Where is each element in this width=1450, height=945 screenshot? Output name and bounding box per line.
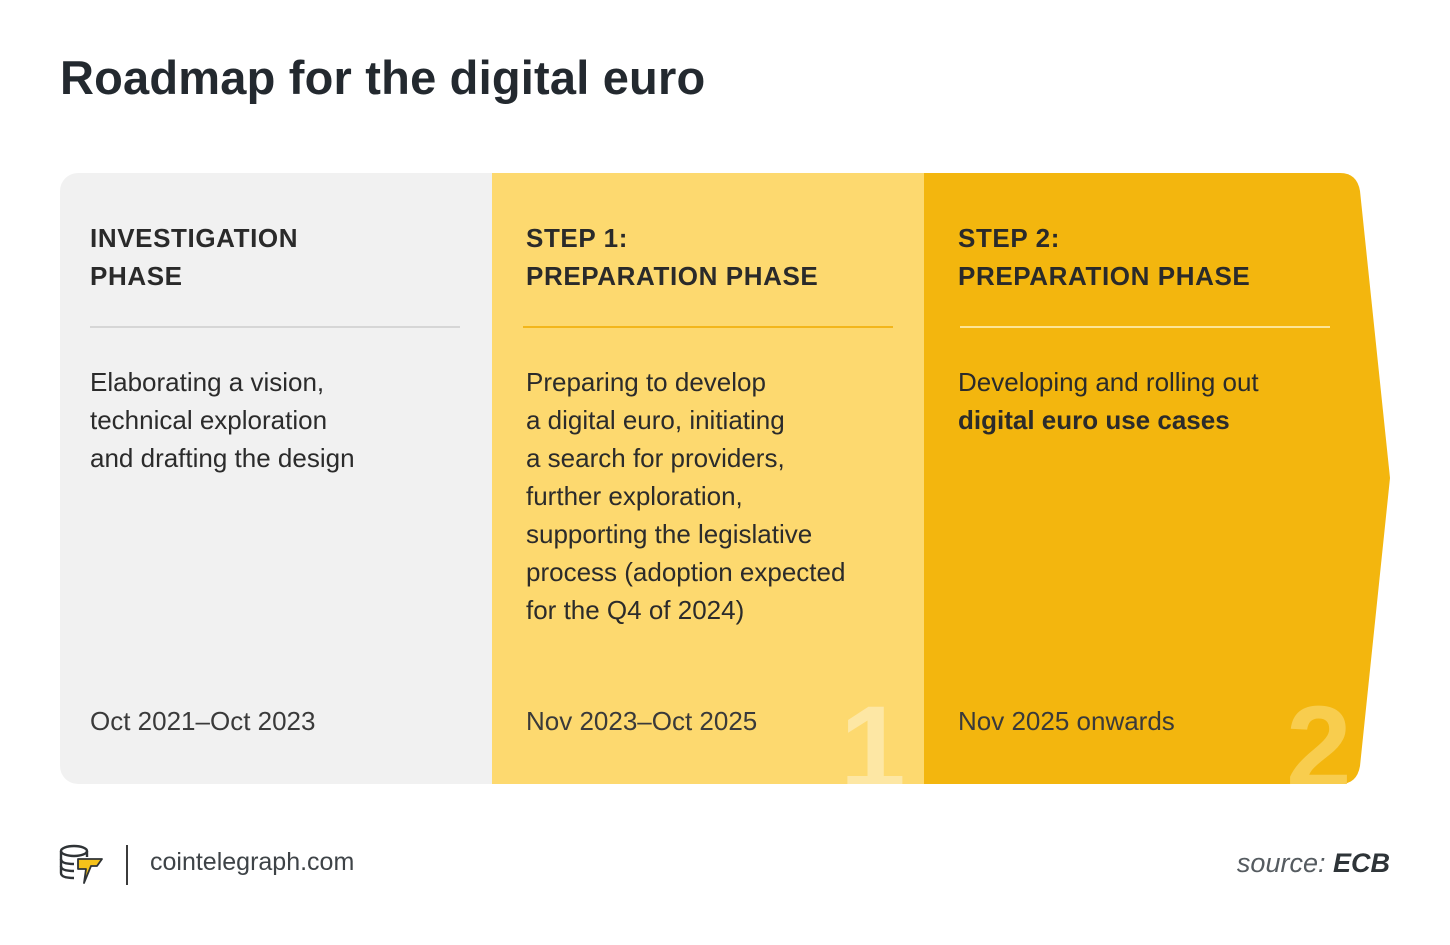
phase-heading-line: PREPARATION PHASE [526, 261, 819, 291]
step1-preparation-panel: 1 STEP 1: PREPARATION PHASE Preparing to… [492, 173, 924, 784]
description-line: Elaborating a vision, [90, 367, 325, 397]
arrow-shape [924, 173, 1390, 784]
divider [523, 326, 893, 328]
phase-heading-line: PHASE [90, 261, 183, 291]
phase-heading: INVESTIGATION PHASE [90, 219, 298, 295]
footer-separator [126, 845, 128, 885]
phase-period: Oct 2021–Oct 2023 [90, 706, 316, 736]
description-line: and drafting the design [90, 443, 355, 473]
phase-heading-line: INVESTIGATION [90, 223, 299, 253]
cointelegraph-logo-icon [59, 844, 103, 884]
footer-site-link[interactable]: cointelegraph.com [150, 848, 355, 876]
description-line: process (adoption expected [526, 557, 846, 587]
divider [90, 326, 460, 328]
description-line: further exploration, [526, 481, 743, 511]
source-label: source: [1236, 848, 1326, 878]
description-line: Preparing to develop [526, 367, 766, 397]
phase-period: Nov 2023–Oct 2025 [526, 706, 758, 736]
description-line: a digital euro, initiating [526, 405, 785, 435]
phase-description: Elaborating a vision, technical explorat… [90, 363, 355, 477]
source-credit: source: ECB [1237, 848, 1390, 879]
phase-description: Preparing to develop a digital euro, ini… [526, 363, 845, 629]
description-line: a search for providers, [526, 443, 785, 473]
description-line: supporting the legislative [526, 519, 813, 549]
roadmap-board: INVESTIGATION PHASE Elaborating a vision… [60, 173, 1392, 784]
phase-heading: STEP 1: PREPARATION PHASE [526, 219, 818, 295]
phase-period: Nov 2025 onwards [958, 706, 1175, 736]
source-value: ECB [1332, 848, 1390, 878]
phase-heading-line: PREPARATION PHASE [958, 261, 1251, 291]
description-line: technical exploration [90, 405, 328, 435]
investigation-phase-panel: INVESTIGATION PHASE Elaborating a vision… [60, 173, 492, 784]
step2-preparation-panel: 2 STEP 2: PREPARATION PHASE Developing a… [924, 173, 1392, 784]
description-line: for the Q4 of 2024) [526, 595, 745, 625]
description-line: Developing and rolling out [958, 367, 1259, 397]
step-number-watermark: 2 [1286, 682, 1352, 784]
phase-description: Developing and rolling out digital euro … [958, 363, 1259, 439]
divider [960, 326, 1330, 328]
phase-heading: STEP 2: PREPARATION PHASE [958, 219, 1250, 295]
phase-heading-line: STEP 2: [958, 223, 1060, 253]
phase-heading-line: STEP 1: [526, 223, 628, 253]
step-number-watermark: 1 [840, 682, 906, 784]
page-title: Roadmap for the digital euro [60, 51, 706, 104]
description-emphasis: digital euro use cases [958, 405, 1230, 435]
